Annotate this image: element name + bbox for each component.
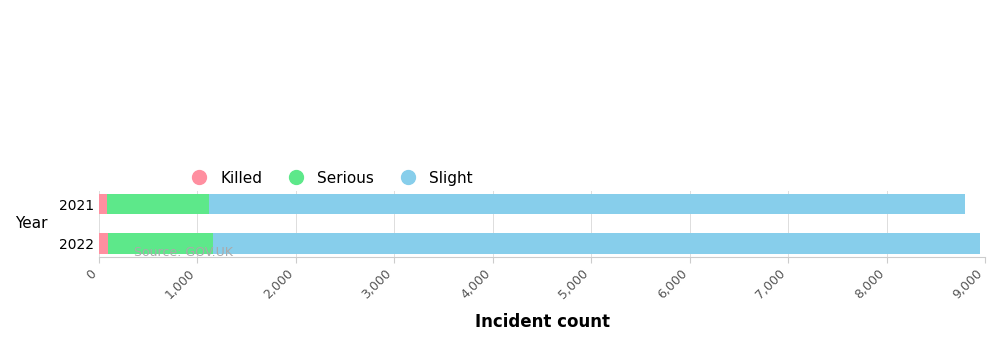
X-axis label: Incident count: Incident count [475, 313, 610, 331]
Bar [99, 194, 107, 215]
Bar [108, 233, 213, 254]
Y-axis label: Year: Year [15, 216, 47, 232]
Bar [107, 194, 209, 215]
Text: Source: GOV.UK: Source: GOV.UK [134, 246, 233, 259]
Bar [213, 233, 980, 254]
Legend: Killed, Serious, Slight: Killed, Serious, Slight [178, 164, 479, 192]
Bar [99, 233, 108, 254]
Bar [209, 194, 965, 215]
